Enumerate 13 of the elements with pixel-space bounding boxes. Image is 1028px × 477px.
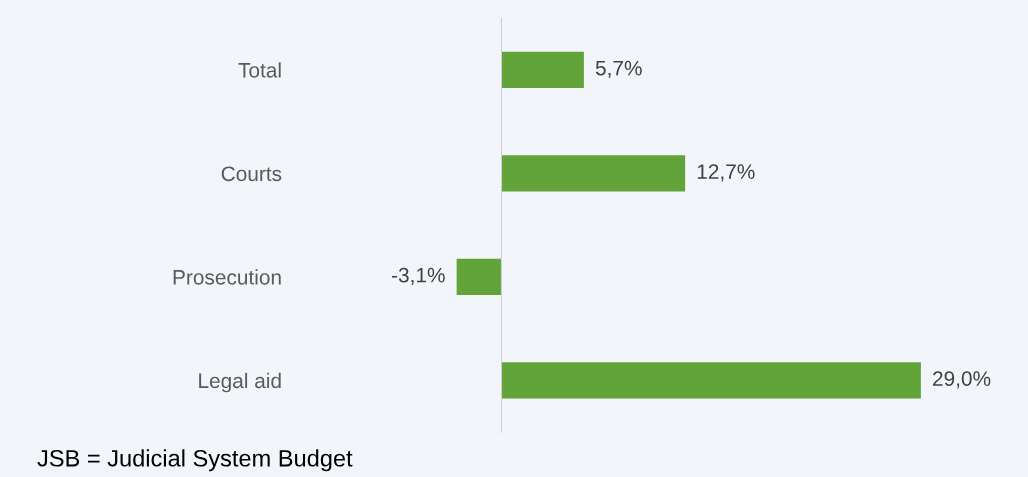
y-tick-label: Legal aid [199,372,281,393]
y-tick-label: Courts [221,166,282,182]
y-tick-label: Prosecution [173,269,281,285]
bar [501,362,921,399]
y-tick-label: Total [238,62,281,78]
bar [501,155,686,192]
text: JSB = Judicial System Budget [37,449,353,472]
bar [501,51,584,88]
data-label: 5,7% [595,60,642,78]
data-label: 12,7% [697,164,755,182]
bar [456,258,502,296]
data-label: 29,0% [933,371,991,389]
data-label: -3,1% [392,267,445,285]
